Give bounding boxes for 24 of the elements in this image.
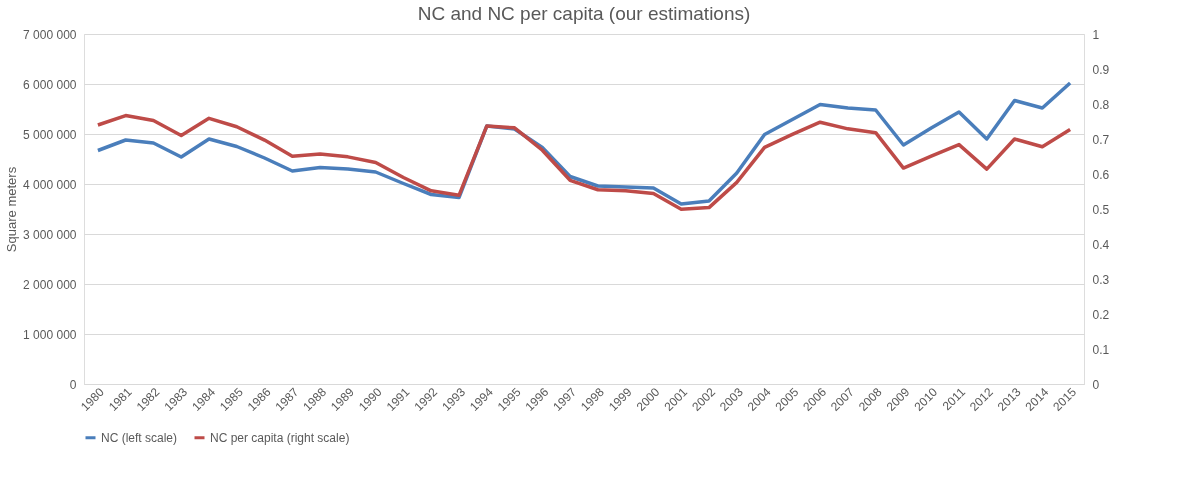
y-tick-label: 7 000 000	[23, 27, 77, 42]
y-tick-label: 1 000 000	[23, 327, 77, 342]
y2-tick-label: 0.4	[1092, 237, 1110, 252]
y2-tick-label: 0.5	[1092, 202, 1110, 217]
y2-tick-label: 1	[1092, 27, 1100, 42]
y-axis-title: Square meters	[4, 166, 20, 253]
legend-label: NC per capita (right scale)	[210, 430, 350, 445]
y2-tick-label: 0.9	[1092, 62, 1110, 77]
y-tick-label: 4 000 000	[23, 177, 77, 192]
y-tick-label: 5 000 000	[23, 127, 77, 142]
y2-tick-label: 0.7	[1092, 132, 1110, 147]
y2-tick-label: 0.8	[1092, 97, 1110, 112]
line-series	[96, 113, 1072, 212]
y-tick-label: 6 000 000	[23, 77, 77, 92]
y-tick-label: 2 000 000	[23, 277, 77, 292]
y2-tick-label: 0.2	[1092, 307, 1110, 322]
y2-tick-label: 0.3	[1092, 272, 1110, 287]
y-tick-label: 0	[69, 377, 77, 392]
legend-label: NC (left scale)	[101, 430, 178, 445]
y2-tick-label: 0.1	[1092, 342, 1110, 357]
y2-tick-label: 0	[1092, 377, 1100, 392]
y2-tick-label: 0.6	[1092, 167, 1110, 182]
y-tick-label: 3 000 000	[23, 227, 77, 242]
chart-title: NC and NC per capita (our estimations)	[417, 3, 751, 24]
